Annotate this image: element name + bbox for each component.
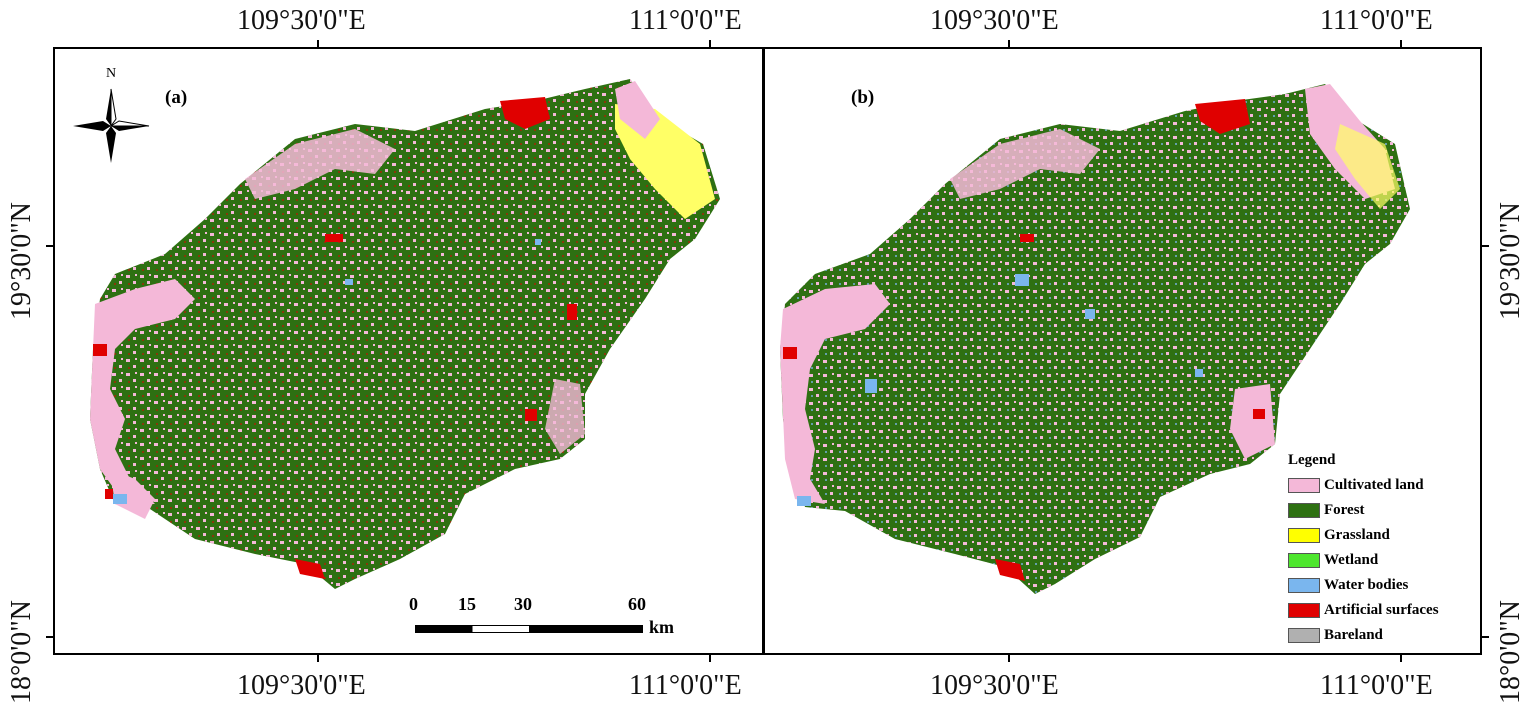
lon-label-bottom-b-west: 109°30'0"E <box>930 670 1059 701</box>
legend-item-artificial-surfaces: Artificial surfaces <box>1288 598 1478 623</box>
legend-swatch <box>1288 478 1320 493</box>
scale-bar <box>415 625 643 633</box>
artificial-patch <box>1253 409 1265 419</box>
water-patch <box>345 279 353 285</box>
artificial-south <box>995 559 1025 581</box>
legend-item-wetland: Wetland <box>1288 548 1478 573</box>
legend-label: Cultivated land <box>1324 477 1424 493</box>
legend-swatch <box>1288 528 1320 543</box>
legend-label: Bareland <box>1324 627 1383 643</box>
water-patch <box>865 379 877 393</box>
tick <box>1481 245 1489 247</box>
lon-label-top-a-east: 111°0'0"E <box>629 5 742 36</box>
legend-title: Legend <box>1288 452 1336 468</box>
water-patch <box>1085 309 1095 319</box>
tick <box>317 40 319 48</box>
cultivated-south-west <box>110 469 155 519</box>
north-arrow-icon <box>73 88 150 163</box>
cultivated-east <box>1230 384 1275 459</box>
landcover-map-b <box>780 84 1410 594</box>
legend-swatch <box>1288 628 1320 643</box>
tick <box>709 654 711 662</box>
legend-label: Water bodies <box>1324 577 1409 593</box>
artificial-haikou <box>500 97 550 129</box>
scale-unit: km <box>649 617 675 637</box>
cultivated-north <box>950 129 1100 199</box>
north-label: N <box>106 66 117 81</box>
tick <box>709 40 711 48</box>
tick <box>1400 654 1402 662</box>
water-patch <box>1195 369 1203 377</box>
lon-label-bottom-a-east: 111°0'0"E <box>629 670 742 701</box>
cultivated-northeast <box>615 81 660 139</box>
water-patch <box>1015 274 1029 286</box>
artificial-patch <box>1020 234 1034 242</box>
artificial-patch <box>93 344 107 356</box>
map-panel-a: (a) N 0 15 30 60 km <box>53 47 764 655</box>
lon-label-top-a-west: 109°30'0"E <box>237 5 366 36</box>
cultivated-west-coast <box>90 279 195 504</box>
tick <box>317 654 319 662</box>
lon-label-top-b-east: 111°0'0"E <box>1320 5 1433 36</box>
artificial-south <box>295 559 325 579</box>
lon-label-bottom-b-east: 111°0'0"E <box>1320 670 1433 701</box>
legend-swatch <box>1288 503 1320 518</box>
legend-item-forest: Forest <box>1288 498 1478 523</box>
scale-tick-0: 0 <box>409 594 418 614</box>
cultivated-east <box>545 379 585 454</box>
legend-swatch <box>1288 603 1320 618</box>
cultivated-north <box>245 129 395 199</box>
legend: Legend Cultivated land Forest Grassland … <box>1288 452 1478 648</box>
tick <box>1400 40 1402 48</box>
island-cultivated-speckle <box>780 84 1410 594</box>
scale-tick-30: 30 <box>514 594 532 614</box>
map-panel-b: (b) <box>763 47 1482 655</box>
artificial-patch <box>325 234 343 242</box>
scale-tick-15: 15 <box>458 594 476 614</box>
tick <box>46 245 54 247</box>
lat-label-left-north: 19°30'0"N <box>6 202 37 320</box>
lon-label-top-b-west: 109°30'0"E <box>930 5 1059 36</box>
water-patch <box>797 496 811 506</box>
artificial-patch <box>525 409 537 421</box>
water-patch <box>535 239 541 245</box>
scale-tick-60: 60 <box>628 594 646 614</box>
panel-label-a: (a) <box>165 87 188 108</box>
tick <box>1481 636 1489 638</box>
legend-item-grassland: Grassland <box>1288 523 1478 548</box>
legend-label: Grassland <box>1324 527 1390 543</box>
landcover-map-a <box>90 79 720 589</box>
island-cultivated-speckle <box>90 79 720 589</box>
artificial-haikou <box>1195 99 1250 134</box>
tick <box>1008 654 1010 662</box>
lat-label-right-north: 19°30'0"N <box>1495 202 1526 320</box>
lat-label-right-south: 18°0'0"N <box>1495 600 1526 704</box>
legend-swatch <box>1288 553 1320 568</box>
lat-label-left-south: 18°0'0"N <box>6 600 37 704</box>
legend-item-cultivated-land: Cultivated land <box>1288 473 1478 498</box>
tick <box>46 636 54 638</box>
tick <box>1008 40 1010 48</box>
artificial-patch <box>567 304 577 320</box>
legend-item-bareland: Bareland <box>1288 623 1478 648</box>
artificial-patch <box>105 489 113 499</box>
legend-label: Forest <box>1324 502 1365 518</box>
legend-label: Artificial surfaces <box>1324 602 1439 618</box>
legend-item-water-bodies: Water bodies <box>1288 573 1478 598</box>
lon-label-bottom-a-west: 109°30'0"E <box>237 670 366 701</box>
artificial-patch <box>783 347 797 359</box>
cultivated-west-coast <box>780 284 890 504</box>
grassland-northeast <box>1335 124 1400 209</box>
legend-label: Wetland <box>1324 552 1379 568</box>
legend-swatch <box>1288 578 1320 593</box>
water-patch <box>113 494 127 504</box>
panel-label-b: (b) <box>851 87 875 108</box>
